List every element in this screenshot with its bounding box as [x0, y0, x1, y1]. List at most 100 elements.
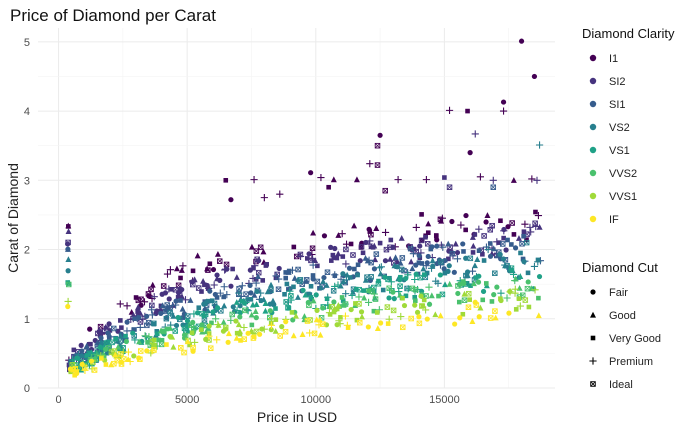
- data-point: [223, 178, 229, 183]
- data-point: [321, 274, 327, 281]
- data-point: [420, 265, 427, 272]
- data-point: [190, 310, 198, 318]
- x-axis-ticks: 0 5000 10000 15000: [56, 394, 460, 406]
- data-point: [371, 308, 377, 314]
- data-point: [371, 242, 378, 249]
- data-point: [357, 258, 363, 264]
- data-point: [492, 308, 498, 314]
- data-point: [517, 273, 524, 279]
- data-point: [392, 254, 399, 261]
- data-point: [313, 292, 319, 298]
- data-point: [135, 309, 140, 314]
- data-point: [477, 304, 484, 311]
- data-point: [395, 287, 403, 296]
- data-point: [87, 326, 93, 332]
- data-point: [394, 176, 402, 184]
- data-point: [341, 303, 347, 308]
- data-point: [308, 295, 314, 300]
- data-point: [533, 176, 541, 184]
- data-point: [465, 304, 472, 311]
- data-point: [390, 307, 397, 314]
- data-point: [416, 320, 423, 327]
- data-point: [422, 272, 427, 277]
- data-point: [463, 227, 468, 233]
- data-point: [223, 291, 231, 299]
- data-point: [283, 299, 289, 305]
- data-point: [404, 285, 412, 293]
- cut-legend-label: Very Good: [609, 333, 661, 345]
- data-point: [227, 316, 235, 324]
- data-point: [262, 307, 269, 314]
- data-point: [236, 328, 243, 335]
- data-point: [258, 297, 264, 304]
- data-point: [267, 321, 276, 329]
- data-point: [397, 312, 405, 321]
- data-point: [276, 265, 282, 272]
- data-point: [511, 285, 519, 293]
- data-point: [434, 237, 440, 243]
- data-point: [83, 342, 90, 349]
- data-point: [296, 252, 305, 261]
- data-point: [388, 237, 394, 243]
- clarity-legend-label: SI1: [609, 99, 626, 111]
- data-point: [290, 317, 296, 323]
- chart-title: Price of Diamond per Carat: [10, 6, 216, 25]
- data-point: [457, 315, 463, 321]
- data-point: [214, 272, 220, 278]
- data-point: [283, 275, 289, 281]
- data-point: [243, 291, 249, 297]
- data-point: [184, 318, 191, 324]
- data-point: [180, 315, 186, 320]
- data-point: [484, 281, 489, 286]
- clarity-legend-key: [589, 215, 597, 223]
- data-point: [414, 309, 421, 315]
- data-point: [536, 273, 543, 280]
- data-point: [65, 268, 71, 274]
- data-point: [425, 283, 433, 291]
- data-point: [230, 266, 235, 272]
- data-point: [526, 304, 532, 310]
- data-point: [210, 281, 218, 289]
- data-point: [207, 261, 213, 267]
- x-tick-label: 5000: [175, 394, 199, 406]
- data-point: [248, 290, 254, 296]
- data-point: [419, 261, 425, 266]
- data-point: [254, 256, 260, 263]
- data-point: [253, 315, 259, 321]
- data-point: [137, 309, 144, 316]
- data-point: [471, 262, 478, 269]
- clarity-legend-label: VS1: [609, 145, 630, 157]
- data-point: [438, 259, 444, 265]
- data-point: [503, 247, 509, 253]
- cut-legend-key: [590, 311, 596, 318]
- data-point: [282, 291, 287, 297]
- data-point: [521, 233, 526, 239]
- data-point: [320, 305, 326, 311]
- data-point: [299, 331, 306, 337]
- data-point: [245, 330, 251, 336]
- data-point: [377, 270, 384, 277]
- data-point: [159, 302, 166, 309]
- x-tick-label: 10000: [300, 394, 331, 406]
- data-point: [307, 292, 313, 297]
- data-point: [442, 281, 449, 288]
- data-point: [335, 302, 342, 308]
- data-point: [320, 278, 327, 284]
- data-point: [324, 296, 330, 302]
- data-point: [144, 348, 150, 354]
- y-tick-label: 2: [24, 245, 30, 257]
- y-axis-title: Carat of Diamond: [5, 163, 21, 273]
- data-point: [525, 270, 531, 276]
- data-point: [452, 240, 459, 247]
- data-point: [378, 320, 384, 326]
- data-point: [335, 250, 342, 257]
- data-point: [268, 327, 274, 333]
- data-point: [202, 282, 207, 288]
- data-point: [297, 277, 304, 283]
- data-point: [118, 359, 124, 365]
- data-point: [455, 283, 461, 289]
- data-point: [368, 288, 375, 294]
- data-point: [123, 338, 129, 345]
- data-point: [520, 256, 526, 262]
- data-point: [501, 261, 509, 269]
